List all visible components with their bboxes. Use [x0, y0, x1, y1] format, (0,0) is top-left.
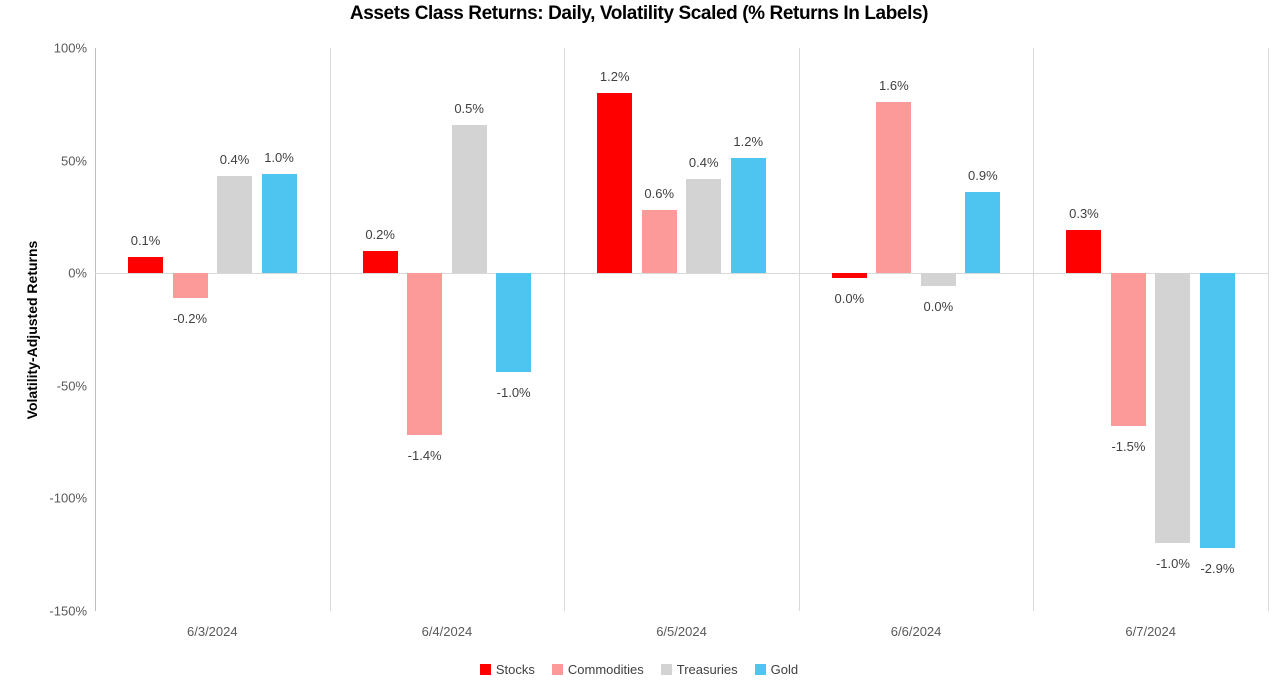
bar-stocks-6/4/2024	[362, 250, 398, 274]
bar-commodities-6/4/2024	[407, 273, 443, 436]
category-separator-line	[564, 48, 566, 611]
legend-label: Stocks	[495, 662, 535, 677]
bar-commodities-6/3/2024	[172, 273, 208, 298]
bar-value-label: 0.3%	[1069, 206, 1099, 222]
bar-value-label: -1.5%	[1111, 439, 1146, 455]
bar-value-label: -2.9%	[1200, 560, 1235, 576]
bar-value-label: -1.4%	[407, 448, 442, 464]
legend-label: Treasuries	[676, 662, 738, 677]
x-category-label: 6/3/2024	[186, 624, 238, 639]
y-tick-label: 50%	[60, 153, 87, 169]
legend-label: Gold	[770, 662, 799, 677]
bar-value-label: 1.6%	[879, 78, 909, 94]
bar-value-label: 1.0%	[264, 150, 294, 166]
bar-value-label: 1.2%	[599, 69, 630, 85]
bar-stocks-6/6/2024	[831, 273, 867, 278]
bar-value-label: -1.0%	[1155, 556, 1190, 572]
bar-gold-6/3/2024	[261, 174, 297, 274]
bar-commodities-6/5/2024	[641, 210, 677, 274]
bar-value-label: 0.0%	[923, 298, 954, 314]
bar-gold-6/4/2024	[496, 273, 532, 373]
bar-commodities-6/7/2024	[1110, 273, 1146, 427]
legend-item-stocks: Stocks	[479, 662, 535, 677]
bar-value-label: 0.1%	[130, 233, 161, 249]
bar-gold-6/7/2024	[1199, 273, 1235, 548]
legend-item-gold: Gold	[754, 662, 799, 677]
bar-gold-6/6/2024	[965, 192, 1001, 274]
y-tick-label: -50%	[56, 378, 87, 394]
category-separator-line	[329, 48, 331, 611]
chart-title: Assets Class Returns: Daily, Volatility …	[349, 3, 929, 24]
bar-value-label: 0.6%	[644, 186, 675, 202]
category-separator-line	[1033, 48, 1035, 611]
bar-treasuries-6/7/2024	[1155, 273, 1191, 544]
x-category-label: 6/4/2024	[421, 624, 473, 639]
bar-value-label: 0.9%	[968, 168, 998, 184]
legend-item-treasuries: Treasuries	[660, 662, 738, 677]
y-tick-label: -100%	[49, 490, 87, 506]
bar-value-label: 0.5%	[454, 100, 484, 116]
legend-swatch-commodities	[551, 664, 563, 675]
legend-swatch-treasuries	[660, 664, 672, 675]
legend: Stocks Commodities Treasuries Gold	[0, 662, 1278, 677]
bar-stocks-6/5/2024	[597, 93, 633, 274]
x-category-label: 6/7/2024	[1125, 624, 1176, 639]
bar-commodities-6/6/2024	[876, 102, 912, 274]
bar-value-label: -1.0%	[496, 385, 531, 401]
legend-swatch-stocks	[479, 664, 491, 675]
bar-value-label: -0.2%	[173, 310, 208, 326]
y-axis-line	[95, 48, 96, 611]
y-tick-label: 0%	[68, 265, 87, 281]
zero-gridline	[95, 273, 1268, 275]
bar-value-label: 0.4%	[219, 152, 250, 168]
bar-value-label: 0.4%	[688, 154, 719, 170]
category-separator-line	[798, 48, 800, 611]
bar-treasuries-6/4/2024	[451, 124, 487, 274]
legend-swatch-gold	[754, 664, 766, 675]
bar-stocks-6/3/2024	[128, 257, 164, 274]
category-separator-line	[1268, 48, 1269, 611]
bar-treasuries-6/3/2024	[217, 176, 253, 274]
bar-value-label: 0.2%	[365, 226, 395, 242]
legend-label: Commodities	[567, 662, 644, 677]
y-tick-label: -150%	[49, 603, 87, 619]
x-category-label: 6/5/2024	[656, 624, 707, 639]
bar-stocks-6/7/2024	[1066, 230, 1102, 274]
bar-value-label: 1.2%	[733, 134, 764, 150]
x-category-label: 6/6/2024	[890, 624, 942, 639]
bar-gold-6/5/2024	[730, 158, 766, 274]
bar-value-label: 0.0%	[834, 290, 865, 306]
y-tick-label: 100%	[53, 40, 87, 56]
legend-item-commodities: Commodities	[551, 662, 644, 677]
bar-treasuries-6/6/2024	[920, 273, 956, 286]
bar-treasuries-6/5/2024	[686, 178, 722, 274]
